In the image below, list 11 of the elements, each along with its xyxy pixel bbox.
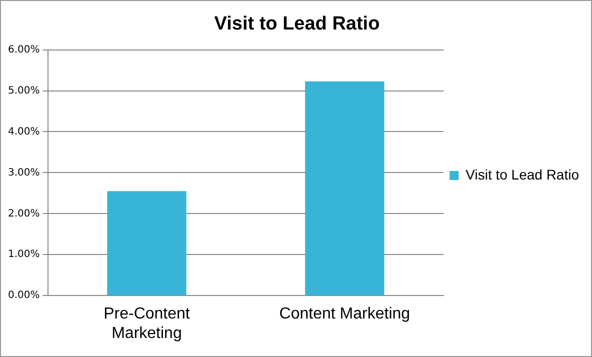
legend-label: Visit to Lead Ratio: [466, 166, 580, 182]
y-tick-label: 2.00%: [8, 208, 40, 220]
y-tick-label: 3.00%: [8, 167, 40, 178]
y-tick-label: 0.00%: [8, 290, 40, 302]
y-tick-label: 6.00%: [8, 44, 40, 56]
x-tick-label: Pre-Content Marketing: [104, 306, 190, 342]
y-tick-label: 1.00%: [8, 249, 40, 260]
y-tick-label: 5.00%: [8, 85, 40, 96]
chart-title: Visit to Lead Ratio: [214, 14, 380, 35]
y-tick-label: 4.00%: [8, 126, 40, 138]
x-tick-label: Content Marketing: [279, 306, 410, 323]
